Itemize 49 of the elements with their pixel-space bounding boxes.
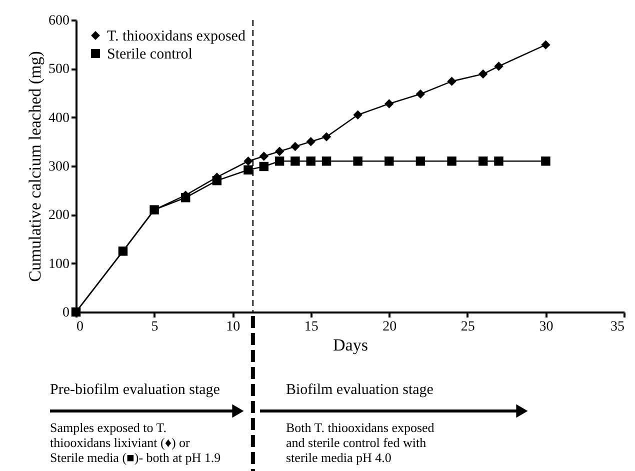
point	[322, 156, 332, 166]
legend-label: Sterile control	[107, 46, 192, 62]
legend-label: T. thiooxidans exposed	[107, 28, 246, 44]
point	[274, 146, 284, 156]
point	[478, 156, 488, 166]
point	[447, 156, 456, 166]
y-tick-label: 0	[62, 306, 70, 320]
point	[306, 137, 316, 146]
y-axis-title: Cumulative calcium leached (mg)	[26, 51, 44, 282]
x-tick-label: 15	[304, 320, 318, 334]
x-tick-label: 0	[76, 320, 84, 334]
y-tick-label: 500	[48, 62, 70, 78]
point	[384, 99, 394, 108]
y-tick-label: 100	[48, 256, 70, 272]
x-tick-label: 10	[226, 320, 240, 334]
x-tick-label: 5	[151, 320, 158, 334]
point	[306, 156, 316, 166]
text: Pre-biofilm evaluation stage	[50, 382, 220, 398]
y-tick-label: 300	[48, 160, 70, 174]
x-tick-label: 35	[610, 320, 624, 334]
y-tick-label: 400	[48, 110, 70, 126]
point	[244, 165, 253, 175]
x-tick-label: 30	[539, 320, 554, 334]
point	[447, 76, 456, 86]
point	[384, 156, 394, 166]
point	[353, 156, 362, 166]
x-tick-label: 25	[460, 320, 475, 334]
point	[416, 89, 426, 99]
point	[244, 156, 253, 166]
point	[416, 156, 426, 166]
point	[322, 132, 332, 142]
point	[274, 156, 284, 166]
point	[541, 156, 550, 166]
text: Biofilm evaluation stage	[286, 382, 434, 398]
x-axis-title: Days	[333, 336, 368, 354]
x-tick-label: 20	[382, 320, 397, 334]
point	[259, 162, 268, 172]
y-tick-label: 200	[48, 208, 70, 224]
point	[478, 69, 488, 79]
point	[494, 62, 504, 71]
text: Samples exposed to T. thiooxidans lixiviant (♦) or Sterile media (■)- both at pH 1.9	[50, 420, 221, 465]
point	[259, 152, 268, 161]
point	[494, 156, 504, 166]
y-tick-label: 600	[48, 14, 70, 28]
point	[290, 156, 300, 166]
point	[353, 110, 362, 120]
point	[541, 40, 550, 50]
text: Both T. thiooxidans exposed and sterile control fed with sterile media pH 4.0	[286, 420, 435, 465]
point	[290, 142, 300, 152]
